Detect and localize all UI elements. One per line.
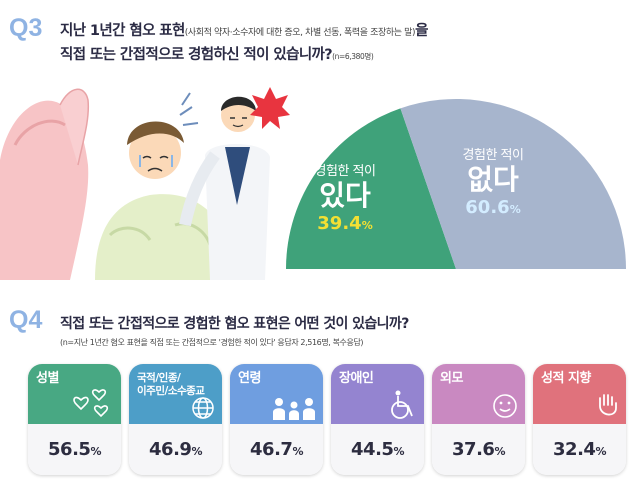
card-top: 성적 지향 [533, 364, 626, 424]
card-bottom: 32.4% [533, 424, 626, 475]
card-top: 외모 [432, 364, 525, 424]
slice-no-value-wrap: 60.6% [428, 197, 558, 218]
card-top: 장애인 [331, 364, 424, 424]
q4-number: Q4 [9, 306, 43, 334]
burst-icon [250, 87, 290, 129]
face-icon [493, 394, 517, 418]
slice-no-label-main: 없다 [467, 163, 519, 196]
q3-line2-text: 직접 또는 간접적으로 경험하신 적이 있습니까? [60, 47, 333, 63]
card-top: 성별 [28, 364, 121, 424]
slice-yes-label: 경험한 적이 있다 39.4% [290, 160, 400, 234]
card-bottom: 46.7% [230, 424, 323, 475]
category-card-age: 연령 46.7% [230, 364, 323, 475]
q4-note: (n=지난 1년간 혐오 표현을 직접 또는 간접적으로 '경험한 적이 있다'… [60, 338, 364, 347]
half-donut-chart [286, 99, 626, 269]
q3-number: Q3 [9, 14, 43, 42]
card-label: 성적 지향 [541, 371, 591, 386]
card-value-number: 46.9 [149, 439, 192, 460]
anger-marks-icon [179, 92, 199, 126]
card-value-number: 32.4 [553, 439, 596, 460]
card-value: 32.4% [533, 439, 626, 460]
slice-yes-label-main: 있다 [319, 179, 371, 212]
q3-line1-main: 지난 1년간 혐오 표현 [60, 23, 185, 39]
slice-no-value: 60.6 [465, 197, 510, 218]
wheelchair-icon [391, 390, 413, 419]
card-label: 외모 [440, 371, 463, 386]
card-top: 국적/인종/ 이주민/소수종교 [129, 364, 222, 424]
people-icon [273, 398, 315, 420]
card-label: 성별 [36, 371, 59, 386]
card-value: 44.5% [331, 439, 424, 460]
illustration [0, 87, 290, 280]
slice-no-unit: % [509, 203, 521, 216]
card-value: 56.5% [28, 439, 121, 460]
card-value: 46.7% [230, 439, 323, 460]
card-value: 46.9% [129, 439, 222, 460]
card-value-number: 37.6 [452, 439, 495, 460]
category-card-gender: 성별 56.5% [28, 364, 121, 475]
pointing-hand-icon [0, 88, 90, 280]
slice-yes [286, 108, 456, 269]
hand-icon [599, 394, 617, 416]
slice-yes-label-top: 경험한 적이 [314, 164, 376, 179]
card-top: 연령 [230, 364, 323, 424]
card-label: 연령 [238, 371, 261, 386]
slice-no-label: 경험한 적이 없다 60.6% [428, 144, 558, 218]
card-label: 국적/인종/ 이주민/소수종교 [137, 372, 205, 397]
q3-line1-end: 을 [415, 23, 428, 39]
card-value-unit: % [393, 445, 404, 458]
card-value-number: 44.5 [351, 439, 394, 460]
q3-line1-paren: (사회적 약자·소수자에 대한 증오, 차별 선동, 폭력을 조장하는 말) [184, 28, 416, 38]
q3-sample-size: (n=6,380명) [332, 52, 374, 61]
category-card-appearance: 외모 37.6% [432, 364, 525, 475]
card-value: 37.6% [432, 439, 525, 460]
slice-no [400, 99, 626, 269]
card-bottom: 44.5% [331, 424, 424, 475]
hearts-icon [73, 389, 109, 418]
slice-yes-value: 39.4 [317, 213, 362, 234]
card-value-unit: % [494, 445, 505, 458]
card-value-unit: % [292, 445, 303, 458]
card-bottom: 56.5% [28, 424, 121, 475]
card-bottom: 46.9% [129, 424, 222, 475]
globe-icon [192, 397, 214, 419]
card-value-number: 46.7 [250, 439, 293, 460]
slice-yes-unit: % [361, 219, 373, 232]
category-card-disability: 장애인 44.5% [331, 364, 424, 475]
q4-question: 직접 또는 간접적으로 경험한 혐오 표현은 어떤 것이 있습니까? [60, 316, 409, 332]
q3-question-line1: 지난 1년간 혐오 표현(사회적 약자·소수자에 대한 증오, 차별 선동, 폭… [60, 19, 428, 40]
doctor-icon [179, 96, 270, 280]
card-bottom: 37.6% [432, 424, 525, 475]
card-value-unit: % [90, 445, 101, 458]
category-card-sexual-orientation: 성적 지향 32.4% [533, 364, 626, 475]
card-value-number: 56.5 [48, 439, 91, 460]
category-card-nationality: 국적/인종/ 이주민/소수종교 46.9% [129, 364, 222, 475]
slice-no-label-top: 경험한 적이 [462, 148, 524, 163]
card-label: 장애인 [339, 371, 374, 386]
q3-question-line2: 직접 또는 간접적으로 경험하신 적이 있습니까?(n=6,380명) [60, 43, 374, 64]
card-value-unit: % [191, 445, 202, 458]
card-value-unit: % [595, 445, 606, 458]
sad-person-icon [95, 121, 228, 280]
slice-yes-value-wrap: 39.4% [290, 213, 400, 234]
